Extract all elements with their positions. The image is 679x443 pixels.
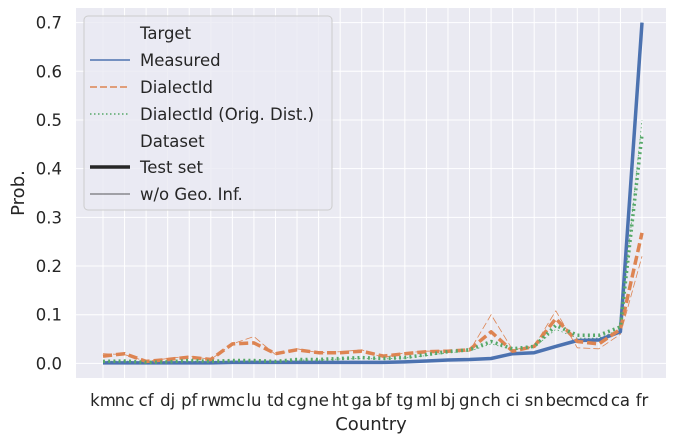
y-tick-label: 0.4 [36, 160, 62, 179]
y-axis-label: Prob. [8, 170, 29, 216]
x-tick-label-ca: ca [611, 391, 630, 410]
x-tick-label-bj: bj [440, 391, 455, 410]
x-tick-label-ml: ml [416, 391, 437, 410]
y-tick-label: 0.7 [36, 14, 62, 33]
y-tick-label: 0.2 [36, 257, 62, 276]
x-axis-label: Country [335, 414, 407, 435]
y-tick-label: 0.1 [36, 306, 62, 325]
x-tick-label-pf: pf [181, 391, 198, 410]
series-line-dialectid-test-set [102, 232, 644, 364]
x-tick-label-tg: tg [396, 391, 413, 410]
x-tick-label-ne: ne [308, 391, 329, 410]
legend-measured-label: Measured [140, 51, 221, 70]
legend-dialectid-orig-label: DialectId (Orig. Dist.) [140, 105, 314, 124]
y-tick-label: 0.0 [36, 354, 62, 373]
series-layer [102, 22, 644, 365]
y-tick-label: 0.5 [36, 111, 62, 130]
legend-test-set-label: Test set [139, 158, 203, 177]
series-line-measured-test-set [103, 22, 644, 365]
x-tick-label-cf: cf [139, 391, 155, 410]
legend: Target Measured DialectId DialectId (Ori… [83, 15, 333, 211]
x-tick-label-lu: lu [246, 391, 261, 410]
x-tick-label-ch: ch [481, 391, 501, 410]
x-tick-label-fr: fr [636, 391, 649, 410]
x-tick-label-nc: nc [115, 391, 135, 410]
x-tick-label-mc: mc [220, 391, 245, 410]
x-tick-label-be: be [545, 391, 566, 410]
x-tick-label-km: km [90, 391, 116, 410]
x-tick-label-cd: cd [589, 391, 609, 410]
series-line-dialectid-orig-dist-wo-geo-inf [102, 119, 643, 363]
x-tick-label-bf: bf [375, 391, 392, 410]
x-tick-label-td: td [267, 391, 284, 410]
x-tick-label-dj: dj [160, 391, 175, 410]
x-tick-label-ga: ga [351, 391, 372, 410]
x-tick-label-sn: sn [525, 391, 544, 410]
x-tick-label-cg: cg [287, 391, 307, 410]
legend-dataset-title: Dataset [140, 132, 205, 151]
legend-target-title: Target [139, 24, 192, 43]
x-tick-label-ht: ht [332, 391, 349, 410]
y-tick-label: 0.6 [36, 62, 62, 81]
y-tick-label: 0.3 [36, 208, 62, 227]
y-tick-labels: 0.0 0.1 0.2 0.3 0.4 0.5 0.6 0.7 [36, 14, 62, 374]
x-tick-label-ci: ci [506, 391, 520, 410]
legend-dialectid-label: DialectId [140, 78, 213, 97]
legend-no-geo-label: w/o Geo. Inf. [140, 185, 243, 204]
x-tick-label-gn: gn [459, 391, 480, 410]
series-line-dialectid-orig-dist-test-set [102, 134, 644, 365]
x-tick-label-rw: rw [201, 391, 221, 410]
legend-box [83, 15, 333, 211]
x-tick-label-cm: cm [565, 391, 590, 410]
